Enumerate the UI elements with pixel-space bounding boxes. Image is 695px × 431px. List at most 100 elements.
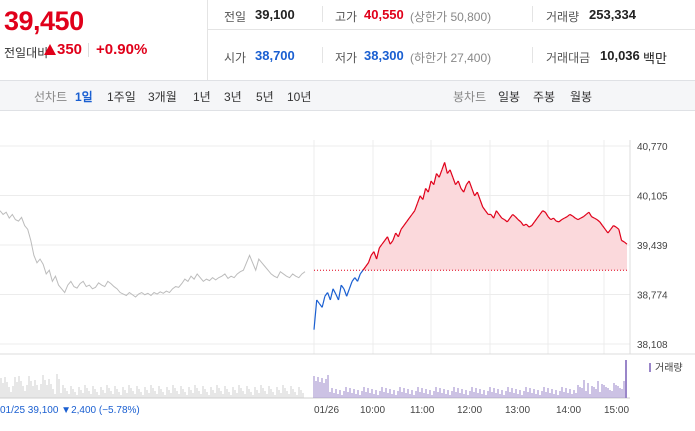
x-tick-label: 13:00 [505,405,530,416]
tab-monthly-candle[interactable]: 월봉 [570,90,593,104]
prev-day-summary: 01/25 39,100 ▼2,400 (−5.78%) [0,405,140,416]
intraday-line-segment [506,217,511,223]
prev-close-label: 전일 [224,10,247,24]
x-axis: 01/26 10:00 11:00 12:00 13:00 14:00 15:00 01/25… [0,405,629,416]
x-tick-label: 14:00 [556,405,581,416]
divider [207,0,208,80]
intraday-line-segment [577,217,582,221]
intraday-line-segment [566,213,571,218]
intraday-line-segment [514,216,519,221]
tab-3month[interactable]: 3개월 [148,90,177,104]
tab-5year[interactable]: 5년 [256,90,274,104]
intraday-line-segment [474,191,478,197]
divider [532,47,533,63]
intraday-line-segment [332,288,337,295]
intraday-line-segment [580,216,584,219]
intraday-line-segment [561,217,565,221]
intraday-line-segment [340,284,345,290]
tab-1week[interactable]: 1주일 [107,90,136,104]
intraday-line-segment [449,169,454,178]
intraday-line-segment [574,217,579,221]
intraday-line-segment [386,236,391,245]
intraday-line-segment [384,236,388,241]
intraday-line-segment [623,241,628,245]
change-value: 350 [57,41,83,58]
previous-day-line [0,210,306,298]
x-tick-label: 11:00 [410,405,435,416]
intraday-line-segment [414,203,418,211]
intraday-line-segment [588,211,593,217]
intraday-line-segment [594,217,598,221]
intraday-line-segment [321,296,326,308]
intraday-line-segment [316,299,320,305]
intraday-line-segment [615,226,620,230]
intraday-line-segment [591,216,595,219]
line-chart-label: 선차트 [34,90,68,104]
intraday-line-segment [457,180,462,189]
tab-3year[interactable]: 3년 [224,90,242,104]
high-value: 40,550 [364,7,404,22]
intraday-line-segment [525,223,530,228]
y-tick-label: 40,105 [637,192,668,203]
tab-10year[interactable]: 10년 [287,90,312,104]
y-tick-label: 39,439 [637,241,668,252]
tab-weekly-candle[interactable]: 주봉 [533,90,556,104]
intraday-line-segment [452,177,457,185]
open-label: 시가 [224,51,247,65]
intraday-line-segment [533,217,538,223]
intraday-line-segment [365,262,369,267]
y-axis: 40,770 40,105 39,439 38,774 38,108 [637,142,668,351]
divider [88,43,89,57]
intraday-line-segment [400,225,405,230]
intraday-line-segment [583,213,587,218]
intraday-line-segment [572,215,576,219]
intraday-line-segment [327,292,331,301]
tab-1day[interactable]: 1일 [75,90,93,104]
intraday-line-segment [362,266,367,271]
intraday-line-segment [512,213,516,218]
intraday-line-segment [564,216,568,219]
stock-summary-header: 39,450 전일대비 350 +0.90% 전일 39,100 고가 40,5… [0,0,695,80]
volume-label: 거래량 [546,10,580,24]
intraday-line-segment [517,219,522,223]
intraday-line-segment [536,214,541,219]
price-chart: 40,770 40,105 39,439 38,774 38,108 거래량 01/26… [0,140,695,416]
intraday-line-segment [411,210,416,215]
intraday-line-segment [604,228,609,234]
intraday-line-segment [498,214,503,219]
intraday-line-segment [376,247,380,260]
intraday-line-segment [495,210,500,215]
intraday-line-segment [610,225,614,230]
intraday-line-segment [550,217,554,221]
intraday-line-segment [351,277,356,282]
intraday-line-segment [416,195,421,204]
intraday-line-segment [438,169,443,178]
intraday-line-segment [370,251,375,256]
intraday-line-segment [403,221,408,226]
volume-legend-label: 거래량 [655,362,683,374]
intraday-line-segment [378,243,383,249]
volume-chart: 거래량 [0,353,695,399]
tab-1year[interactable]: 1년 [193,90,211,104]
intraday-line-segment [547,216,552,221]
low-label: 저가 [335,51,358,65]
low-value: 38,300 [364,48,404,63]
upper-limit: (상한가 50,800) [410,10,492,24]
x-tick-label: 01/26 [314,405,339,416]
intraday-line-segment [346,288,350,297]
up-triangle-icon [44,44,56,55]
intraday-line-segment [422,188,427,200]
candle-chart-label: 봉차트 [453,90,487,104]
open-value: 38,700 [255,48,295,63]
tab-daily-candle[interactable]: 일봉 [498,90,521,104]
chart-tab-bar: 선차트 1일 1주일 3개월 1년 3년 5년 10년 봉차트 일봉 주봉 월봉 [0,80,695,111]
intraday-line-segment [465,180,470,186]
intraday-line-segment [389,240,394,245]
intraday-line-segment [433,173,438,185]
y-tick-label: 40,770 [637,142,668,153]
intraday-line-segment [544,211,549,217]
intraday-line-segment [468,180,473,189]
intraday-line-segment [599,221,603,226]
intraday-line-segment [621,239,625,243]
intraday-line-segment [476,191,481,200]
